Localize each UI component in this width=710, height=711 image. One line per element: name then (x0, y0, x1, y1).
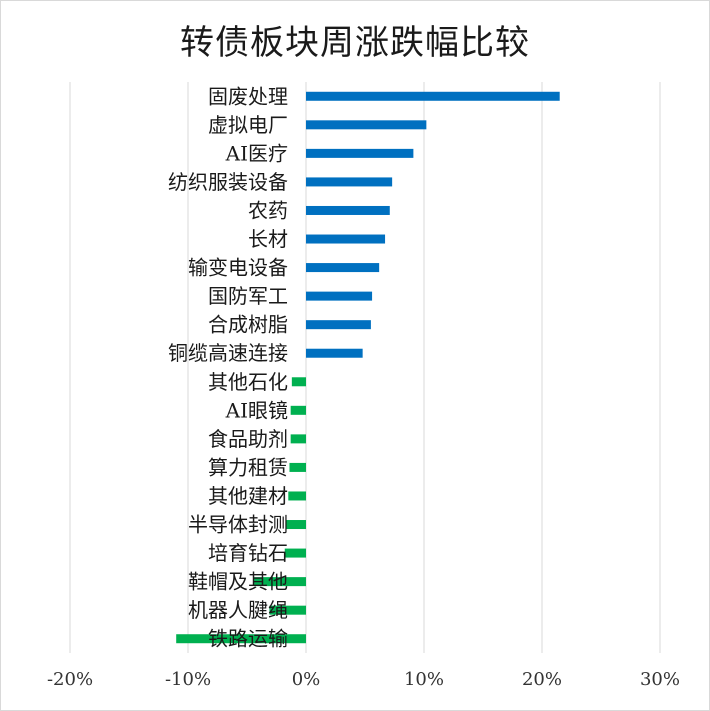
bar (306, 177, 393, 187)
bar (306, 91, 560, 101)
bar (306, 120, 427, 130)
x-tick-label: 30% (640, 669, 680, 690)
bar (284, 548, 306, 558)
bar (306, 148, 414, 158)
category-label: 培育钻石 (208, 541, 288, 565)
category-label: 合成树脂 (208, 313, 288, 337)
category-label: 食品助剂 (208, 427, 288, 451)
bar (306, 234, 386, 244)
bar (306, 263, 380, 273)
x-tick-label: 10% (404, 669, 444, 690)
bar (289, 462, 306, 472)
bar (254, 577, 306, 587)
x-tick-label: 20% (522, 669, 562, 690)
category-label: 长材 (248, 227, 288, 251)
category-label: 国防军工 (208, 284, 288, 308)
bar (291, 377, 306, 387)
category-label: 虚拟电厂 (208, 113, 288, 137)
bar (290, 405, 306, 415)
category-label: 鞋帽及其他 (188, 570, 288, 594)
bar (306, 205, 390, 215)
bar (269, 605, 306, 615)
category-label: 输变电设备 (188, 256, 288, 280)
category-label: 其他石化 (208, 370, 288, 394)
category-label: 铁路运输 (208, 627, 288, 651)
category-label: 纺织服装设备 (168, 170, 288, 194)
category-label: AI医疗 (225, 141, 288, 165)
bar (288, 491, 306, 501)
bar (306, 291, 373, 301)
category-label: 其他建材 (208, 484, 288, 508)
category-label: 半导体封测 (188, 513, 288, 537)
bar (176, 634, 306, 644)
category-label: 算力租赁 (208, 455, 288, 479)
category-label: AI眼镜 (225, 398, 288, 422)
bar (290, 434, 306, 444)
bar (306, 348, 363, 358)
category-label: 机器人腱绳 (188, 598, 288, 622)
category-label: 固废处理 (208, 84, 288, 108)
x-tick-label: -10% (165, 669, 211, 690)
x-tick-label: -20% (47, 669, 93, 690)
category-label: 农药 (248, 198, 288, 222)
category-label: 铜缆高速连接 (168, 341, 288, 365)
x-tick-label: 0% (292, 669, 321, 690)
chart-title: 转债板块周涨跌幅比较 (180, 23, 530, 63)
bar (306, 320, 371, 330)
bar (285, 520, 306, 530)
